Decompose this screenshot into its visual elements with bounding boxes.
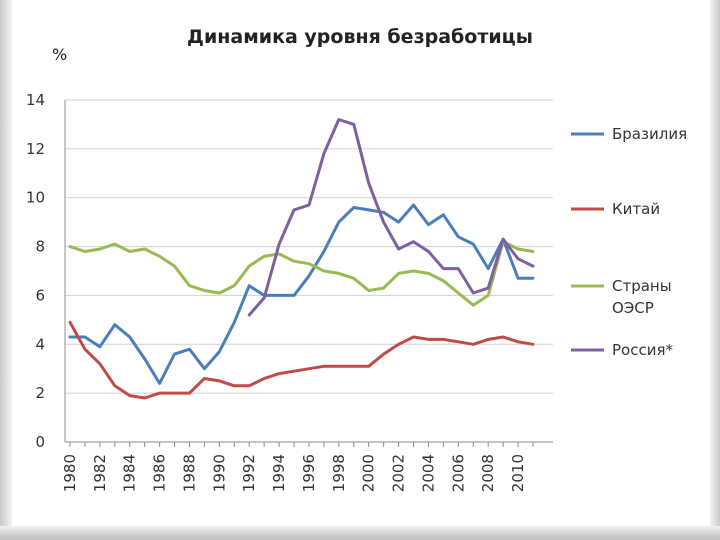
x-tick-label-2010: 2010: [509, 454, 527, 492]
series-layer: [68, 118, 535, 400]
x-tick-label-2004: 2004: [419, 454, 437, 492]
x-tick-label-1980: 1980: [61, 454, 79, 492]
slide-edge-bottom: [0, 526, 720, 540]
x-tick-label-1994: 1994: [270, 454, 288, 492]
x-tick-label-1984: 1984: [121, 454, 139, 492]
legend-label-1: Бразилия: [612, 125, 687, 143]
y-tick-label-8: 8: [35, 238, 45, 256]
y-tick-label-0: 0: [35, 433, 45, 451]
x-tick-label-1986: 1986: [151, 454, 169, 492]
y-tick-label-6: 6: [35, 286, 45, 304]
x-tick-label-2000: 2000: [360, 454, 378, 492]
y-tick-label-10: 10: [26, 189, 45, 207]
series-line-2: [68, 320, 535, 400]
x-tick-label-1992: 1992: [240, 454, 258, 492]
series-line-4: [247, 118, 535, 317]
x-tick-label-1988: 1988: [180, 454, 198, 492]
y-axis-unit-label: %: [52, 45, 67, 64]
x-tick-label-2008: 2008: [479, 454, 497, 492]
slide-edge-left: [0, 0, 12, 540]
y-tick-label-14: 14: [26, 91, 45, 109]
x-tick-label-1998: 1998: [330, 454, 348, 492]
x-tick-label-2002: 2002: [390, 454, 408, 492]
x-tick-label-2006: 2006: [449, 454, 467, 492]
legend-label-4: Россия*: [612, 341, 673, 359]
x-tick-label-1990: 1990: [210, 454, 228, 492]
legend-label-3: Страны ОЭСР: [612, 277, 672, 317]
y-tick-label-12: 12: [26, 140, 45, 158]
axis-layer: 0 2 4 6 8 10 12 14 1980 1982 1984 1986 1988 1990 1992 1…: [26, 91, 553, 492]
x-tick-label-1996: 1996: [300, 454, 318, 492]
x-tick-label-1982: 1982: [91, 454, 109, 492]
y-tick-label-2: 2: [35, 384, 45, 402]
chart-title: Динамика уровня безработицы: [187, 26, 533, 48]
series-line-3: [68, 240, 535, 307]
legend-label-2: Китай: [612, 200, 660, 218]
series-line-1: [68, 203, 535, 385]
y-tick-label-4: 4: [35, 335, 45, 353]
legend: Бразилия Китай Страны ОЭСР Россия*: [571, 125, 687, 359]
slide-edge-right: [710, 0, 720, 540]
